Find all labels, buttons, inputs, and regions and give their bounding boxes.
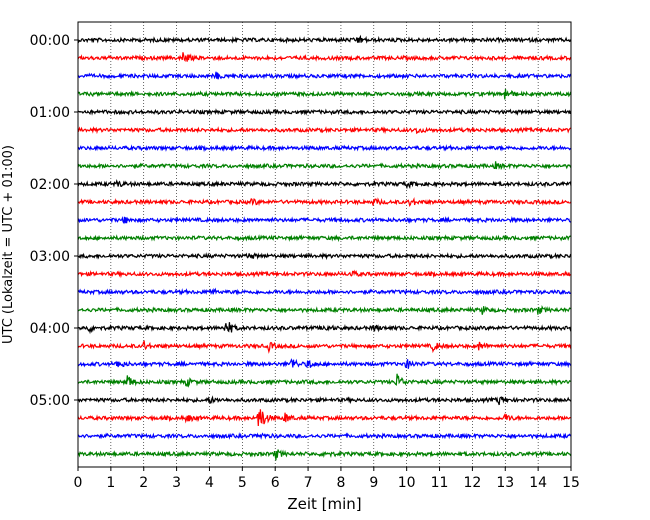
y-tick-label: 04:00 bbox=[30, 321, 70, 337]
trace-0100 bbox=[77, 108, 572, 116]
x-tick-label: 14 bbox=[529, 475, 547, 491]
trace-0015 bbox=[77, 52, 572, 63]
x-tick-label: 5 bbox=[238, 475, 247, 491]
x-tick-label: 13 bbox=[496, 475, 514, 491]
x-tick-label: 2 bbox=[139, 475, 148, 491]
trace-0145 bbox=[77, 161, 572, 171]
x-axis-label: Zeit [min] bbox=[287, 495, 361, 513]
trace-0330 bbox=[77, 287, 572, 296]
x-tick-label: 3 bbox=[172, 475, 181, 491]
y-tick-label: 05:00 bbox=[30, 393, 70, 409]
x-tick-label: 8 bbox=[336, 475, 345, 491]
x-tick-label: 0 bbox=[74, 475, 83, 491]
trace-0530 bbox=[77, 432, 572, 440]
x-tick-label: 4 bbox=[205, 475, 214, 491]
trace-0130 bbox=[77, 144, 572, 153]
trace-0300 bbox=[77, 252, 572, 261]
trace-0115 bbox=[77, 125, 572, 135]
y-axis-ticks: 00:00 01:00 02:00 03:00 04:00 05:00 bbox=[30, 33, 78, 409]
trace-0315 bbox=[77, 269, 572, 279]
x-tick-label: 6 bbox=[271, 475, 280, 491]
x-tick-label: 7 bbox=[304, 475, 313, 491]
trace-0045 bbox=[77, 88, 572, 100]
x-tick-label: 12 bbox=[463, 475, 481, 491]
trace-0430 bbox=[77, 358, 572, 369]
x-tick-label: 1 bbox=[106, 475, 115, 491]
x-tick-label: 11 bbox=[431, 475, 449, 491]
y-axis-label: UTC (Lokalzeit = UTC + 01:00) bbox=[1, 145, 16, 344]
x-tick-label: 9 bbox=[369, 475, 378, 491]
y-tick-label: 02:00 bbox=[30, 177, 70, 193]
trace-0400 bbox=[77, 322, 572, 335]
trace-0215 bbox=[77, 197, 572, 207]
trace-0230 bbox=[77, 216, 572, 225]
y-tick-label: 00:00 bbox=[30, 33, 70, 49]
trace-0515 bbox=[77, 409, 572, 426]
plot-frame bbox=[77, 21, 572, 468]
trace-0415 bbox=[77, 340, 572, 354]
trace-0200 bbox=[77, 178, 572, 190]
trace-0000 bbox=[77, 34, 572, 45]
trace-0030 bbox=[77, 71, 572, 81]
trace-0445 bbox=[77, 373, 572, 388]
seismic-traces bbox=[77, 34, 572, 461]
x-grid bbox=[110, 22, 539, 467]
x-tick-label: 15 bbox=[562, 475, 580, 491]
y-tick-label: 01:00 bbox=[30, 105, 70, 121]
trace-0345 bbox=[77, 305, 572, 315]
y-tick-label: 03:00 bbox=[30, 249, 70, 265]
x-tick-label: 10 bbox=[398, 475, 416, 491]
x-axis-ticks: 0 1 2 3 4 5 6 7 8 9 10 11 12 13 14 15 bbox=[74, 467, 580, 491]
trace-0245 bbox=[77, 234, 572, 243]
trace-0500 bbox=[77, 395, 572, 406]
trace-0545 bbox=[77, 449, 572, 461]
